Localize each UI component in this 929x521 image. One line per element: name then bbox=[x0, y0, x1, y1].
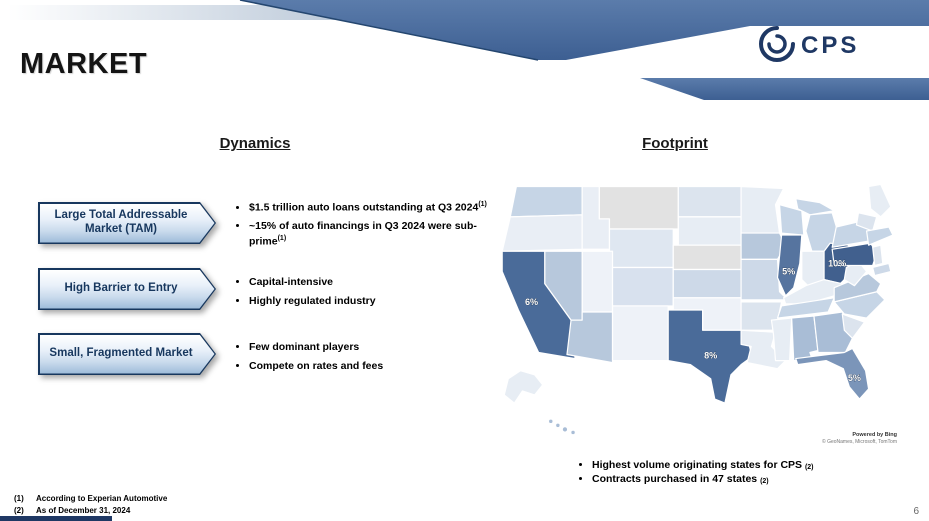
dynamics-box-barrier: High Barrier to Entry bbox=[38, 268, 216, 310]
state-tx bbox=[667, 309, 753, 404]
dynamics-bullets-tam: $1.5 trillion auto loans outstanding at … bbox=[237, 200, 497, 254]
state-nm bbox=[611, 305, 669, 362]
dynamics-box-fragmented: Small, Fragmented Market bbox=[38, 333, 216, 375]
bottom-accent-bar bbox=[0, 516, 112, 521]
map-attribution-line2: © GeoNames, Microsoft, TomTom bbox=[822, 438, 897, 445]
state-nd bbox=[677, 185, 742, 218]
state-wi bbox=[778, 204, 805, 236]
state-sd bbox=[677, 216, 742, 246]
state-al bbox=[791, 315, 819, 362]
logo-text: CPS bbox=[801, 32, 859, 59]
footprint-bullets: Highest volume originating states for CP… bbox=[578, 458, 892, 487]
state-mo bbox=[740, 258, 789, 301]
state-nj bbox=[872, 244, 884, 267]
state-tn bbox=[776, 297, 835, 319]
logo-swoosh-icon bbox=[759, 26, 795, 62]
dynamics-box-tam-label: Large Total Addressable Market (TAM) bbox=[40, 204, 215, 243]
state-az bbox=[566, 311, 614, 364]
map-label-il: 5% bbox=[782, 267, 795, 277]
state-mt bbox=[598, 185, 679, 230]
map-attribution: Powered by Bing © GeoNames, Microsoft, T… bbox=[822, 432, 897, 445]
header-decoration bbox=[8, 0, 929, 100]
map-label-oh: 10% bbox=[828, 258, 846, 268]
dynamics-box-tam: Large Total Addressable Market (TAM) bbox=[38, 202, 216, 244]
cps-logo: CPS bbox=[759, 26, 859, 62]
dynamics-heading: Dynamics bbox=[219, 135, 291, 152]
state-wa bbox=[509, 185, 583, 218]
dynamics-bullets-barrier: Capital-intensive Highly regulated indus… bbox=[237, 276, 497, 313]
map-label-fl: 5% bbox=[848, 373, 861, 383]
state-ms bbox=[770, 317, 793, 362]
state-ks bbox=[672, 268, 742, 299]
us-map-svg: 6% 8% 5% 10% 5% bbox=[501, 183, 894, 435]
bullet-item: $1.5 trillion auto loans outstanding at … bbox=[249, 200, 497, 215]
footnotes: (1) According to Experian Automotive (2) A… bbox=[14, 493, 167, 518]
state-mn bbox=[740, 185, 785, 234]
bullet-item: Compete on rates and fees bbox=[249, 360, 497, 374]
dynamics-bullets-fragmented: Few dominant players Compete on rates an… bbox=[237, 341, 497, 378]
state-wy bbox=[608, 228, 674, 269]
dynamics-box-barrier-label: High Barrier to Entry bbox=[40, 270, 215, 309]
bullet-item: Contracts purchased in 47 states (2) bbox=[592, 472, 892, 486]
header-lower-band bbox=[640, 78, 929, 100]
header-band-edge bbox=[239, 0, 539, 61]
footnote-2: (2) As of December 31, 2024 bbox=[14, 506, 131, 516]
footnote-1: (1) According to Experian Automotive bbox=[14, 494, 168, 503]
state-mi-up bbox=[795, 198, 835, 216]
bullet-item: Highest volume originating states for CP… bbox=[592, 458, 892, 472]
state-ak bbox=[503, 370, 544, 404]
page-number: 6 bbox=[913, 506, 919, 517]
bullet-item: Capital-intensive bbox=[249, 276, 497, 290]
map-label-ca: 6% bbox=[525, 297, 538, 307]
map-attribution-line1: Powered by Bing bbox=[852, 432, 897, 438]
state-sc bbox=[841, 313, 866, 339]
state-ca bbox=[501, 250, 576, 360]
state-ut bbox=[581, 250, 614, 313]
state-il bbox=[776, 234, 803, 297]
bullet-item: Highly regulated industry bbox=[249, 295, 497, 309]
state-co bbox=[611, 266, 674, 307]
map-label-tx: 8% bbox=[704, 351, 717, 361]
state-fl bbox=[795, 347, 870, 400]
state-or bbox=[501, 214, 583, 252]
state-ia bbox=[740, 232, 787, 260]
dynamics-box-fragmented-label: Small, Fragmented Market bbox=[40, 335, 215, 374]
state-hi bbox=[548, 418, 576, 435]
state-md-de bbox=[872, 262, 892, 277]
us-footprint-map: 6% 8% 5% 10% 5% Powered by Bing © GeoNam… bbox=[486, 170, 901, 454]
state-ma-ct-ri bbox=[865, 226, 894, 246]
state-me bbox=[868, 183, 892, 218]
header-main-band bbox=[240, 0, 929, 60]
bullet-item: Few dominant players bbox=[249, 341, 497, 355]
page-title: MARKET bbox=[20, 48, 148, 80]
footprint-heading: Footprint bbox=[642, 135, 708, 152]
bullet-item: ~15% of auto financings in Q3 2024 were … bbox=[249, 220, 497, 249]
state-ne bbox=[672, 244, 742, 271]
